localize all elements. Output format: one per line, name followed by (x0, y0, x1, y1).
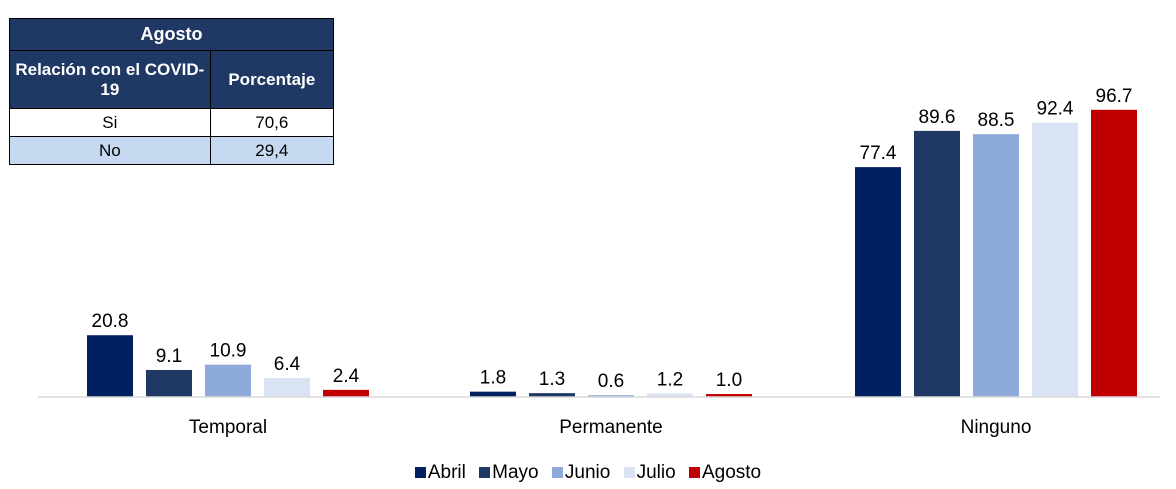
legend-swatch (479, 467, 491, 478)
legend-label: Junio (564, 462, 611, 483)
bar-junio-temporal (205, 364, 251, 397)
legend-label: Abril (427, 462, 466, 483)
legend-swatch (551, 467, 563, 478)
x-tick-label: Ninguno (961, 417, 1032, 438)
bar-agosto-temporal (323, 389, 369, 397)
data-label: 92.4 (1037, 99, 1074, 120)
bar-julio-temporal (264, 377, 310, 397)
bar-mayo-ninguno (914, 130, 960, 397)
data-label: 88.5 (978, 110, 1015, 131)
bar-agosto-ninguno (1091, 109, 1137, 398)
data-label: 9.1 (156, 346, 182, 367)
data-label: 1.2 (657, 369, 683, 390)
x-tick-label: Temporal (189, 417, 267, 438)
data-label: 1.8 (480, 368, 506, 389)
bar-junio-permanente (588, 395, 634, 397)
data-label: 10.9 (210, 341, 247, 362)
legend-item-julio: Julio (623, 462, 676, 484)
data-label: 1.3 (539, 369, 565, 390)
bar-mayo-permanente (529, 393, 575, 397)
bar-julio-permanente (647, 393, 693, 397)
data-label: 0.6 (598, 371, 624, 392)
data-label: 6.4 (274, 354, 301, 375)
legend-swatch (414, 467, 426, 478)
legend-item-junio: Junio (551, 462, 611, 484)
legend-swatch (623, 467, 635, 478)
data-label: 1.0 (716, 370, 742, 391)
data-label: 89.6 (919, 107, 956, 128)
covid-relation-table: Agosto Relación con el COVID-19 Porcenta… (9, 18, 335, 165)
bar-junio-ninguno (973, 134, 1019, 397)
table-cell-value: 70,6 (209, 108, 335, 137)
table-row: No 29,4 (9, 136, 335, 165)
bar-mayo-temporal (146, 369, 192, 397)
table-title: Agosto (9, 18, 334, 51)
bar-abril-permanente (470, 391, 516, 397)
legend-item-agosto: Agosto (688, 462, 762, 484)
table-row: Si 70,6 (9, 108, 335, 137)
table-cell-label: No (9, 136, 211, 165)
chart-legend: Abril Mayo Junio Julio Agosto (0, 462, 1176, 484)
table-header-relation: Relación con el COVID-19 (9, 50, 211, 109)
table-cell-label: Si (9, 108, 211, 137)
data-label: 2.4 (333, 366, 360, 387)
data-label: 20.8 (92, 311, 129, 332)
legend-item-abril: Abril (414, 462, 466, 484)
bar-abril-temporal (87, 335, 133, 397)
legend-label: Mayo (492, 462, 539, 483)
table-cell-value: 29,4 (209, 136, 335, 165)
data-label: 77.4 (860, 143, 897, 164)
bar-agosto-permanente (706, 394, 752, 397)
table-header-percentage: Porcentaje (209, 50, 335, 109)
bar-julio-ninguno (1032, 122, 1078, 398)
legend-label: Agosto (701, 462, 762, 483)
legend-item-mayo: Mayo (479, 462, 539, 484)
x-tick-label: Permanente (559, 417, 663, 438)
legend-swatch (688, 467, 700, 478)
bar-abril-ninguno (855, 167, 901, 397)
legend-label: Julio (636, 462, 676, 483)
data-label: 96.7 (1096, 86, 1133, 107)
